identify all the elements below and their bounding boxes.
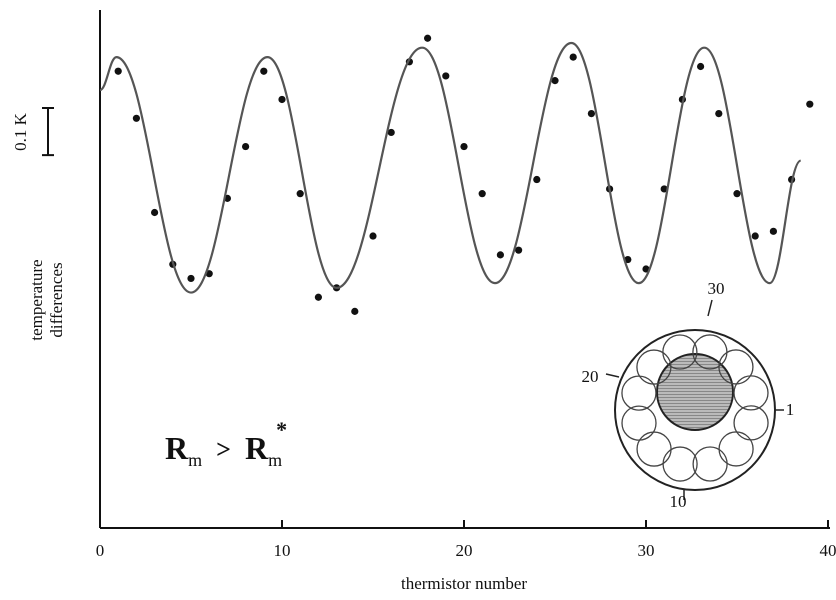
- annotation-text: m: [188, 450, 202, 470]
- inset-label: 20: [582, 367, 599, 386]
- annotation: Rm > Rm *: [165, 417, 287, 470]
- data-point: [769, 227, 778, 235]
- convection-cell: [621, 405, 657, 441]
- scale-bar: [42, 107, 54, 157]
- x-tick-label: 0: [96, 541, 105, 560]
- data-point: [424, 34, 432, 42]
- data-point: [569, 53, 577, 61]
- data-point: [806, 100, 814, 108]
- fit-curve: [99, 41, 802, 294]
- data-point: [697, 62, 705, 71]
- inner-cylinder: [656, 353, 734, 431]
- data-point: [369, 232, 377, 240]
- data-point: [442, 72, 450, 80]
- data-point: [478, 190, 486, 198]
- convection-cell: [662, 334, 698, 370]
- annotation-text: R: [165, 430, 189, 466]
- data-point: [278, 95, 286, 104]
- data-point: [515, 246, 523, 254]
- data-point: [187, 274, 195, 283]
- x-tick-label: 20: [456, 541, 473, 560]
- data-point: [260, 67, 268, 75]
- inset-tick: [707, 299, 713, 317]
- data-point: [660, 185, 668, 193]
- data-point: [132, 114, 140, 122]
- data-point: [151, 208, 159, 217]
- annotation-text: m: [268, 450, 282, 470]
- inset-label: 30: [708, 279, 725, 298]
- convection-cell: [692, 446, 728, 482]
- y-axis-label: temperature: [27, 259, 46, 340]
- x-axis-label: thermistor number: [401, 574, 527, 593]
- annotation-text: *: [276, 417, 287, 442]
- convection-cell: [733, 375, 769, 411]
- annotation-text: >: [216, 435, 231, 464]
- y-axis-label: differences: [47, 262, 66, 337]
- annotation-text: Rm > Rm *: [165, 417, 287, 470]
- data-point: [551, 77, 559, 85]
- scale-bar-label: 0.1 K: [11, 112, 30, 151]
- inset-label: 10: [670, 492, 687, 511]
- data-point: [296, 190, 304, 198]
- inset-diagram: 30 20 1 10: [582, 279, 795, 511]
- data-point: [242, 142, 250, 151]
- data-point: [715, 110, 723, 118]
- data-point: [733, 190, 741, 198]
- x-tick-label: 30: [638, 541, 655, 560]
- x-tick-label: 40: [820, 541, 836, 560]
- x-tick-label: 10: [274, 541, 291, 560]
- data-point: [351, 307, 359, 315]
- data-point: [314, 293, 322, 301]
- annotation-text: R: [245, 430, 269, 466]
- inset-tick: [605, 373, 620, 378]
- data-point: [533, 175, 541, 184]
- data-point: [751, 232, 759, 240]
- data-point: [496, 251, 504, 259]
- data-point: [387, 128, 395, 137]
- data-point: [114, 67, 122, 75]
- inset-label: 1: [786, 400, 795, 419]
- data-point: [460, 142, 468, 151]
- data-point: [587, 110, 596, 118]
